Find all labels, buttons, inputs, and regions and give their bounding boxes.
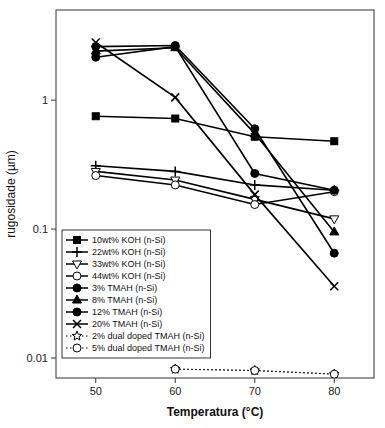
series [91,43,339,235]
data-point [171,43,179,51]
data-point [171,93,179,101]
legend-label: 8% TMAH (n-Si) [92,295,157,305]
data-point [172,115,179,122]
series-line [96,48,335,232]
data-point [329,185,339,195]
data-point [330,186,338,194]
legend-label: 12% TMAH (n-Si) [92,307,162,317]
y-tick [51,358,56,359]
data-point [92,38,100,46]
x-axis-label: Temperatura (°C) [167,405,264,419]
y-tick [51,100,56,101]
x-tick [334,378,335,383]
legend-label: 22wt% KOH (n-Si) [92,247,166,257]
data-point [330,249,338,257]
data-point [330,227,339,235]
legend-label: 10wt% KOH (n-Si) [92,235,166,245]
series-line [96,171,335,218]
y-tick-label: 0.01 [27,352,48,364]
series-line [96,46,335,254]
y-tick-label: 1 [42,94,48,106]
legend-marker [73,320,81,328]
series-line [96,116,335,141]
data-point [250,180,260,190]
legend-label: 5% dual doped TMAH (n-Si) [92,343,204,353]
data-point [92,172,100,180]
data-point [330,282,338,290]
data-point [92,53,100,61]
legend-frame [62,230,210,358]
data-point [251,367,259,375]
series [171,365,338,378]
legend-label: 44wt% KOH (n-Si) [92,271,166,281]
x-tick-label: 50 [90,385,102,397]
legend-marker [74,237,81,244]
legend-label: 33wt% KOH (n-Si) [92,259,166,269]
series [92,42,339,258]
y-tick [51,229,56,230]
legend-marker [73,272,81,280]
legend: 10wt% KOH (n-Si) 22wt% KOH (n-Si) 33wt% KO… [62,230,210,358]
x-tick [254,378,255,383]
legend-marker [73,261,82,269]
legend-marker [73,284,81,292]
legend-label: 20% TMAH (n-Si) [92,319,162,329]
x-tick [95,378,96,383]
legend-label: 3% TMAH (n-Si) [92,283,157,293]
x-tick-label: 60 [169,385,181,397]
data-point [331,138,338,145]
x-tick [175,378,176,383]
data-point [329,369,339,378]
x-tick-label: 70 [249,385,261,397]
series [170,364,339,378]
y-tick-label: 0.1 [33,223,48,235]
legend-marker [73,308,81,316]
data-point [250,129,259,137]
data-point [92,113,99,120]
legend-label: 2% dual doped TMAH (n-Si) [92,331,204,341]
x-tick-label: 80 [328,385,340,397]
data-point [251,201,259,209]
data-point [250,366,260,375]
chart: 50 60 70 80 0.01 0.1 1 Temperatura (°C) rugosida… [0,0,385,428]
plot-frame [56,10,374,378]
legend-marker [73,295,82,303]
legend-marker [73,344,81,352]
data-point [251,191,259,199]
legend-marker [72,247,82,257]
series [91,168,339,223]
data-point [171,43,180,51]
data-point [251,169,259,177]
series [92,113,338,145]
y-axis-label: rugosidade (µm) [4,150,18,238]
series-line [96,47,335,191]
series-line [96,176,335,205]
data-point [330,216,339,224]
plot-area [91,38,340,378]
legend-marker [72,331,82,340]
data-point [170,364,180,373]
data-point [171,181,179,189]
series [92,38,339,290]
data-point [170,166,180,176]
data-point [330,370,338,378]
data-point [171,365,179,373]
